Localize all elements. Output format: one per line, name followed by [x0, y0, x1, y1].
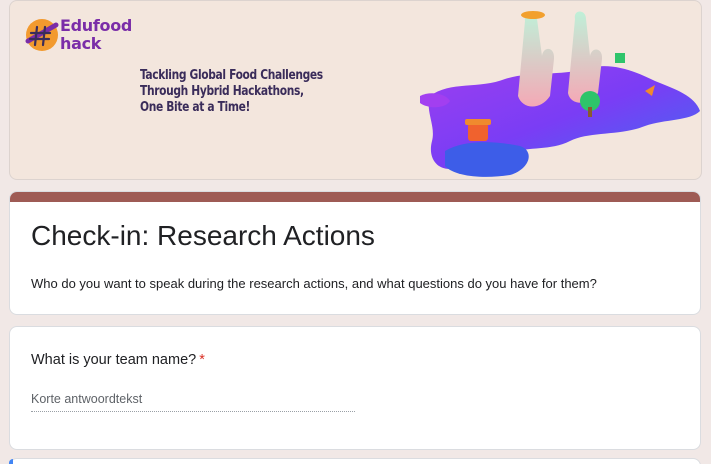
active-card-indicator	[9, 459, 13, 464]
form-title-card: Check-in: Research Actions Who do you wa…	[9, 191, 701, 315]
required-asterisk: *	[199, 352, 205, 368]
banner-tagline: Tackling Global Food Challenges Through …	[140, 67, 323, 115]
header-banner: Edufood hack Tackling Global Food Challe…	[9, 0, 702, 180]
logo-line-2: hack	[60, 34, 102, 53]
question-title: What is your team name? *	[31, 352, 205, 368]
logo-line-1: Edufood	[60, 16, 133, 35]
short-answer-input[interactable]: Korte antwoordtekst	[31, 392, 355, 412]
form-title: Check-in: Research Actions	[31, 220, 375, 251]
tagline-line-1: Tackling Global Food Challenges	[140, 67, 323, 83]
question-card: What is your team name? * Korte antwoordt…	[9, 326, 701, 450]
tagline-line-3: One Bite at a Time!	[140, 99, 251, 115]
tagline-line-2: Through Hybrid Hackathons,	[140, 83, 304, 99]
edufood-logo-icon	[25, 19, 59, 51]
food-map-illustration	[420, 11, 700, 177]
theme-accent-bar	[10, 192, 700, 202]
next-question-card	[9, 458, 701, 464]
form-description: Who do you want to speak during the rese…	[31, 276, 597, 291]
question-label: What is your team name?	[31, 352, 197, 368]
logo-wordmark: Edufood hack	[60, 17, 132, 53]
